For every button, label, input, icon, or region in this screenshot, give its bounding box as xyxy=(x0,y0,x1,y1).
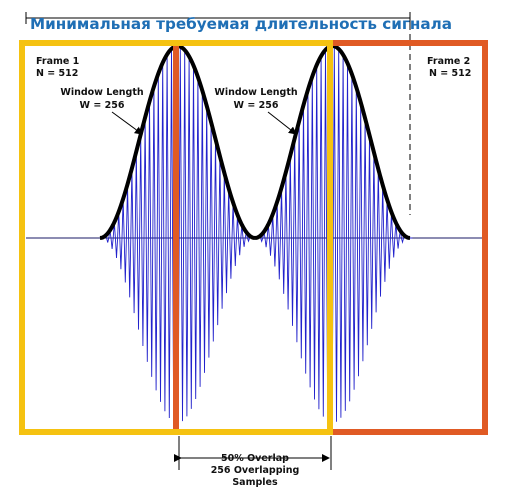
overlap-percent-label: 50% Overlap xyxy=(221,453,289,464)
window-1-label: Window Length xyxy=(60,87,144,98)
overlap-samples-label: 256 Overlapping xyxy=(211,465,300,476)
frame-1-samples: N = 512 xyxy=(36,68,78,79)
window-1-arrow xyxy=(111,111,143,135)
window-2-arrow xyxy=(267,111,297,135)
frame-2-label: Frame 2 xyxy=(427,56,470,67)
frame-1-label: Frame 1 xyxy=(36,56,79,67)
frame-1-box xyxy=(19,40,333,435)
frame-2-samples: N = 512 xyxy=(429,68,471,79)
window-2-label: Window Length xyxy=(214,87,298,98)
overlap-samples-word: Samples xyxy=(232,477,278,488)
diagram-title: Минимальная требуемая длительность сигна… xyxy=(30,15,452,33)
window-2-samples: W = 256 xyxy=(234,100,279,111)
window-1-samples: W = 256 xyxy=(80,100,125,111)
